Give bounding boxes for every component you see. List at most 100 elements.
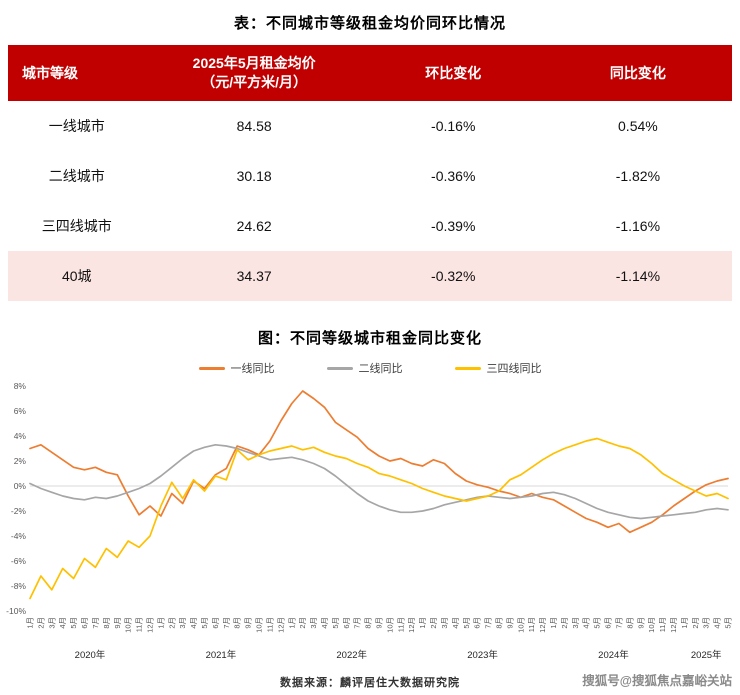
x-axis-tick: 8月: [364, 617, 373, 629]
x-axis-tick: 12月: [146, 617, 155, 633]
x-axis-tick: 10月: [255, 617, 264, 633]
cell-mom: -0.32%: [362, 251, 544, 301]
y-axis-tick: 4%: [14, 431, 27, 441]
x-axis-tick: 2月: [560, 617, 569, 629]
x-axis-tick: 9月: [113, 617, 122, 629]
x-axis-tick: 6月: [604, 617, 613, 629]
x-axis-tick: 6月: [473, 617, 482, 629]
x-axis-tick: 3月: [178, 617, 187, 629]
x-axis-tick: 5月: [724, 617, 733, 629]
year-label: 2025年: [691, 649, 722, 661]
cell-yoy: -1.82%: [543, 151, 732, 201]
cell-price: 84.58: [145, 101, 363, 151]
y-axis-tick: 8%: [14, 381, 27, 391]
x-axis-tick: 2月: [429, 617, 438, 629]
x-axis-tick: 7月: [614, 617, 623, 629]
y-axis-tick: 0%: [14, 481, 27, 491]
x-axis-tick: 7月: [91, 617, 100, 629]
x-axis-tick: 6月: [80, 617, 89, 629]
header-avg-price-line1: 2025年5月租金均价: [192, 55, 316, 71]
x-axis-tick: 4月: [189, 617, 198, 629]
x-axis-tick: 1月: [680, 617, 689, 629]
x-axis-tick: 11月: [396, 617, 405, 632]
table-row: 一线城市 84.58 -0.16% 0.54%: [8, 101, 732, 151]
x-axis-tick: 1月: [549, 617, 558, 629]
x-axis-tick: 12月: [407, 617, 416, 633]
y-axis-tick: -10%: [6, 606, 26, 616]
x-axis-tick: 3月: [309, 617, 318, 629]
x-axis-tick: 1月: [26, 617, 35, 629]
x-axis-tick: 12月: [538, 617, 547, 633]
legend-line-swatch: [326, 366, 353, 370]
rent-table-body: 一线城市 84.58 -0.16% 0.54% 二线城市 30.18 -0.36% -1.82…: [8, 101, 732, 301]
x-axis-tick: 3月: [571, 617, 580, 629]
y-axis-tick: -4%: [11, 531, 27, 541]
x-axis-tick: 10月: [124, 617, 133, 633]
cell-tier: 二线城市: [8, 151, 146, 201]
legend-item: 二线同比: [326, 360, 403, 376]
table-title: 表：不同城市等级租金均价同环比情况: [233, 15, 506, 32]
cell-mom: -0.39%: [362, 201, 544, 251]
x-axis-tick: 3月: [702, 617, 711, 629]
cell-price: 34.37: [145, 251, 363, 301]
legend-line-swatch: [454, 366, 481, 370]
header-avg-price-line2: （元/平方米/月）: [201, 74, 308, 90]
x-axis-tick: 4月: [582, 617, 591, 629]
header-mom-change: 环比变化: [362, 45, 544, 101]
x-axis-tick: 10月: [647, 617, 656, 633]
legend-label: 二线同比: [358, 363, 403, 375]
x-axis-tick: 5月: [69, 617, 78, 629]
x-axis-tick: 6月: [211, 617, 220, 629]
cell-price: 24.62: [145, 201, 363, 251]
x-axis-tick: 3月: [47, 617, 56, 629]
x-axis-tick: 5月: [593, 617, 602, 629]
data-source: 数据来源：麟评居住大数据研究院: [280, 677, 460, 689]
x-axis-tick: 5月: [462, 617, 471, 629]
x-axis-tick: 2月: [298, 617, 307, 629]
cell-yoy: -1.16%: [543, 201, 732, 251]
x-axis-tick: 2月: [691, 617, 700, 629]
y-axis-tick: -8%: [11, 581, 27, 591]
x-axis-tick: 7月: [484, 617, 493, 629]
year-label: 2022年: [336, 649, 367, 661]
legend-line-swatch: [198, 366, 225, 370]
x-axis-tick: 7月: [222, 617, 231, 629]
y-axis-tick: -2%: [11, 506, 27, 516]
x-axis-tick: 9月: [244, 617, 253, 629]
legend-label: 一线同比: [230, 363, 275, 375]
rent-table: 城市等级 2025年5月租金均价 （元/平方米/月） 环比变化 同比变化 一线城…: [8, 45, 732, 301]
chart-legend: 一线同比 二线同比 三四线同比: [0, 360, 740, 376]
x-axis-tick: 4月: [451, 617, 460, 629]
table-row: 三四线城市 24.62 -0.39% -1.16%: [8, 201, 732, 251]
x-axis-tick: 8月: [495, 617, 504, 629]
y-axis-tick: -6%: [11, 556, 27, 566]
legend-item: 三四线同比: [454, 360, 542, 376]
x-axis-tick: 12月: [669, 617, 678, 633]
x-axis-tick: 9月: [505, 617, 514, 629]
x-axis-tick: 10月: [516, 617, 525, 633]
x-axis-tick: 11月: [265, 617, 274, 632]
y-axis-tick: 6%: [14, 406, 27, 416]
x-axis-tick: 8月: [233, 617, 242, 629]
series-line: [29, 443, 729, 520]
chart-title: 图：不同等级城市租金同比变化: [257, 330, 482, 347]
cell-tier: 40城: [8, 251, 146, 301]
x-axis-tick: 4月: [713, 617, 722, 629]
x-axis-tick: 8月: [102, 617, 111, 629]
header-yoy-change: 同比变化: [543, 45, 732, 101]
cell-tier: 三四线城市: [8, 201, 146, 251]
x-axis-tick: 8月: [625, 617, 634, 629]
x-axis-tick: 10月: [385, 617, 394, 633]
rent-table-header: 城市等级 2025年5月租金均价 （元/平方米/月） 环比变化 同比变化: [8, 45, 732, 101]
x-axis-tick: 12月: [276, 617, 285, 633]
x-axis-tick: 4月: [58, 617, 67, 629]
cell-yoy: 0.54%: [543, 101, 732, 151]
x-axis-tick: 11月: [658, 617, 667, 632]
x-axis-tick: 1月: [418, 617, 427, 629]
x-axis-tick: 7月: [353, 617, 362, 629]
legend-label: 三四线同比: [486, 363, 542, 375]
year-label: 2020年: [75, 649, 106, 661]
x-axis-tick: 9月: [636, 617, 645, 629]
x-axis-tick: 5月: [331, 617, 340, 629]
x-axis-tick: 11月: [135, 617, 144, 632]
